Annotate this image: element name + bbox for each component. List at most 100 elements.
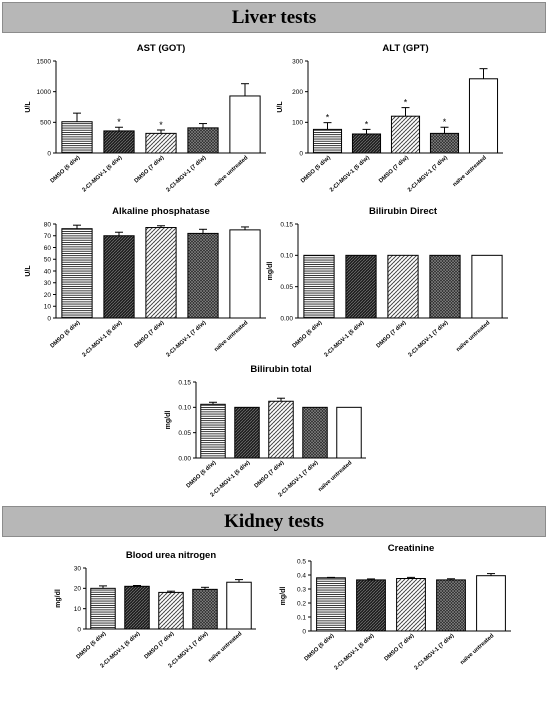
category-label: 2-Cl-MGV-1 (5 d/w) [82,155,124,194]
category-label: 2-Cl-MGV-1 (5 d/w) [82,320,124,359]
bar [396,578,426,632]
category-label: naïve untreated [207,631,243,664]
bar [145,132,177,154]
category-label: DMSO (7 d/w) [144,631,176,661]
chart-title: AST (GOT) [137,43,186,54]
bar [229,229,261,319]
category-label: naïve untreated [452,155,488,188]
y-tick-label: 0.00 [280,315,293,322]
bar [476,575,506,632]
y-axis-label: mg/dl [280,587,287,606]
bar [124,585,150,630]
bar [471,254,503,319]
y-tick-label: 1500 [37,58,52,65]
category-label: DMSO (5 d/w) [76,631,108,661]
y-tick-label: 0.00 [178,455,191,462]
bar [200,403,226,459]
y-axis-label: U/L [25,101,32,113]
category-label: naïve untreated [455,320,491,353]
bar [312,128,343,154]
significance-marker: * [404,98,408,108]
y-tick-label: 60 [44,245,52,252]
bar [436,579,466,632]
category-label: 2-Cl-MGV-1 (7 d/w) [166,320,208,359]
chart-title: Creatinine [388,543,434,554]
bar [61,121,93,154]
category-label: DMSO (7 d/w) [134,320,166,350]
y-tick-label: 0 [47,315,51,322]
alt-chart: ALT (GPT) U/L 0 100 200 300 * DMSO (5 d/w) * 2-Cl… [277,43,503,194]
category-label: DMSO (5 d/w) [186,460,218,490]
y-tick-label: 50 [44,257,52,264]
category-label: 2-Cl-MGV-1 (7 d/w) [408,320,450,359]
y-tick-label: 20 [74,586,82,593]
y-axis-label: mg/dl [267,262,274,281]
y-tick-label: 0.05 [178,430,191,437]
creatinine-chart: Creatinine mg/dl 0 0.1 0.2 0.3 0.4 0.5 DMSO (5 d… [280,543,511,672]
bar [316,577,346,632]
ast-chart: AST (GOT) U/L 0 500 1000 1500 DMSO (5 d/w) * 2-C… [25,43,266,194]
chart-title: ALT (GPT) [382,43,428,54]
kidney-tests-title: Kidney tests [224,510,324,532]
chart-title: Bilirubin total [250,364,311,375]
bar [302,406,328,459]
y-tick-label: 0.10 [178,405,191,412]
y-axis-label: U/L [25,265,32,277]
category-label: naïve untreated [459,633,495,666]
bar [103,130,135,154]
y-tick-label: 0 [77,626,81,633]
y-tick-label: 0 [299,150,303,157]
bar [351,133,382,154]
bar [192,588,218,630]
bar [158,591,184,630]
y-tick-label: 200 [292,89,303,96]
kidney-tests-banner: Kidney tests [2,506,546,537]
y-tick-label: 0.15 [280,221,293,228]
bar [145,227,177,319]
y-tick-label: 0.4 [297,572,306,579]
significance-marker: * [443,117,447,127]
category-label: DMSO (5 d/w) [50,320,82,350]
category-label: DMSO (5 d/w) [304,633,336,663]
bar [356,579,386,632]
category-label: DMSO (7 d/w) [378,155,410,185]
bar [226,581,252,630]
category-label: 2-Cl-MGV-1 (7 d/w) [414,633,456,672]
y-axis-label: mg/dl [55,589,62,608]
liver-tests-banner: Liver tests [2,2,546,33]
liver-tests-title: Liver tests [231,6,317,28]
y-tick-label: 10 [44,304,52,311]
category-label: 2-Cl-MGV-1 (7 d/w) [166,155,208,194]
category-label: 2-Cl-MGV-1 (5 d/w) [329,155,371,194]
y-tick-label: 80 [44,221,52,228]
bar [429,132,460,154]
bilirubin-direct-chart: Bilirubin Direct mg/dl 0.00 0.05 0.10 0.15 DMS… [267,206,508,359]
bar [429,254,461,319]
category-label: naïve untreated [317,460,353,493]
y-tick-label: 10 [74,606,82,613]
category-label: DMSO (7 d/w) [384,633,416,663]
y-tick-label: 0.10 [280,253,293,260]
y-tick-label: 30 [44,280,52,287]
chart-title: Blood urea nitrogen [126,550,216,561]
y-tick-label: 0.1 [297,614,306,621]
y-tick-label: 30 [74,565,82,572]
significance-marker: * [326,113,330,123]
category-label: 2-Cl-MGV-1 (7 d/w) [407,155,449,194]
category-label: 2-Cl-MGV-1 (5 d/w) [334,633,376,672]
y-tick-label: 0.05 [280,284,293,291]
bar [336,406,362,459]
bar [390,115,421,154]
y-tick-label: 70 [44,233,52,240]
bar [345,254,377,319]
y-tick-label: 0.3 [297,586,306,593]
bar [468,78,499,154]
bar [229,95,261,154]
y-axis-label: U/L [277,101,284,113]
bar [268,400,294,459]
bar [61,228,93,319]
category-label: naïve untreated [213,320,249,353]
category-label: DMSO (5 d/w) [50,155,82,185]
y-tick-label: 300 [292,58,303,65]
category-label: 2-Cl-MGV-1 (5 d/w) [324,320,366,359]
